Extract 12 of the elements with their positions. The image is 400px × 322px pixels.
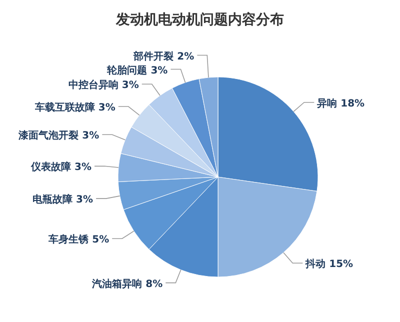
slice-label: 中控台异响 3% bbox=[68, 79, 139, 92]
slice-label: 异响 18% bbox=[316, 97, 365, 110]
slice-label: 轮胎问题 3% bbox=[106, 64, 168, 76]
slice-label: 漆面气泡开裂 3% bbox=[18, 130, 100, 142]
slice-label: 仪表故障 3% bbox=[30, 161, 92, 174]
slice-label: 汽油箱异响 8% bbox=[91, 278, 163, 290]
slice-label: 抖动 15% bbox=[304, 258, 354, 270]
slice-label: 电瓶故障 3% bbox=[32, 194, 94, 206]
slice-label: 车载互联故障 3% bbox=[34, 102, 116, 114]
slice-label: 部件开裂 2% bbox=[132, 50, 194, 62]
slice-label: 车身生锈 5% bbox=[48, 234, 110, 246]
chart-title: 发动机电动机问题内容分布 bbox=[115, 11, 284, 28]
